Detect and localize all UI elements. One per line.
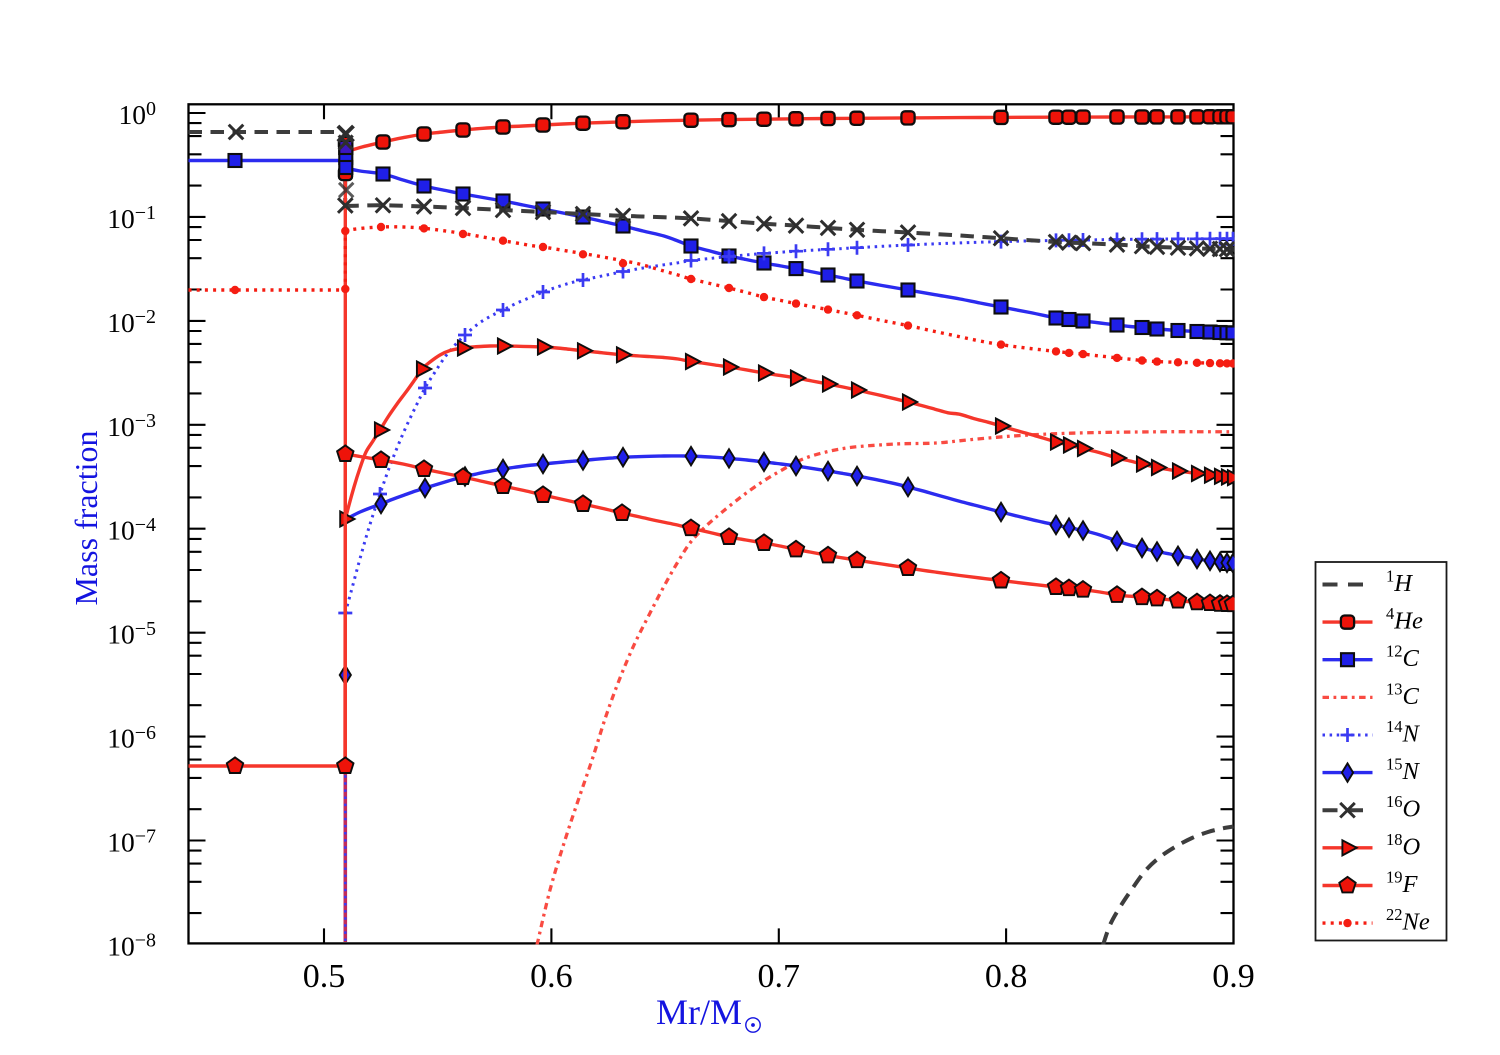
svg-text:22Ne: 22Ne <box>1386 905 1430 936</box>
svg-text:0.6: 0.6 <box>530 958 573 995</box>
svg-text:19F: 19F <box>1386 868 1419 899</box>
svg-text:13C: 13C <box>1386 679 1420 710</box>
svg-text:14N: 14N <box>1386 717 1421 748</box>
svg-text:0.9: 0.9 <box>1212 958 1255 995</box>
svg-text:0.8: 0.8 <box>985 958 1028 995</box>
svg-text:4He: 4He <box>1386 604 1423 635</box>
svg-text:16O: 16O <box>1386 792 1421 823</box>
svg-text:0.7: 0.7 <box>758 958 801 995</box>
svg-text:12C: 12C <box>1386 642 1420 673</box>
svg-text:Mr/M: Mr/M <box>656 992 742 1032</box>
svg-text:18O: 18O <box>1386 830 1421 861</box>
svg-text:1H: 1H <box>1386 567 1413 598</box>
svg-text:15N: 15N <box>1386 755 1421 786</box>
svg-text:10−7: 10−7 <box>107 826 156 858</box>
svg-text:Mass fraction: Mass fraction <box>68 430 104 605</box>
svg-text:0.5: 0.5 <box>303 958 346 995</box>
